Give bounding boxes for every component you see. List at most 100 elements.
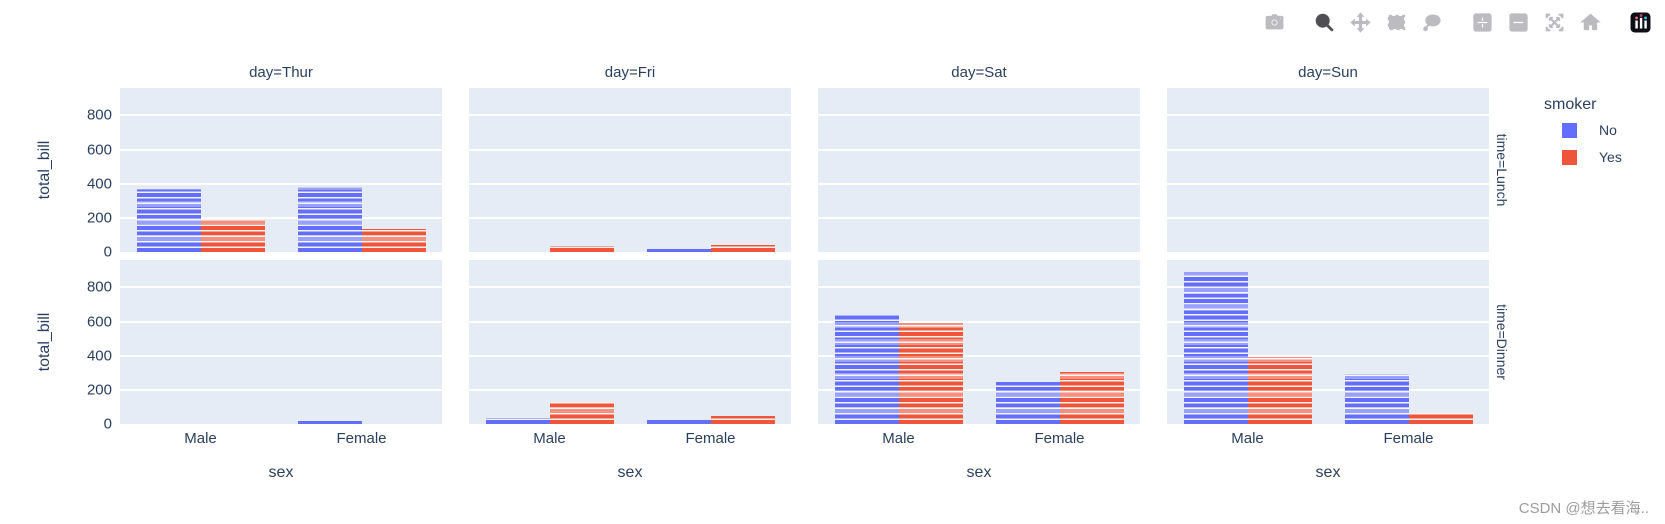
gridline — [469, 148, 791, 151]
bar-dinner-sun-female-no — [1344, 374, 1409, 424]
bar-dinner-fri-male-no — [485, 418, 550, 424]
facet-panel-lunch-sun[interactable] — [1167, 88, 1489, 252]
y-tick-lunch-800: 800 — [86, 106, 112, 124]
y-tick-dinner-400: 400 — [86, 347, 112, 365]
autoscale-icon[interactable] — [1536, 9, 1572, 35]
bar-lunch-fri-female-yes — [710, 245, 775, 252]
facet-panel-lunch-sat[interactable] — [818, 88, 1140, 252]
bar-dinner-sat-female-yes — [1059, 372, 1124, 424]
pan-icon[interactable] — [1342, 9, 1378, 35]
gridline — [818, 286, 1140, 289]
legend-title: smoker — [1544, 96, 1597, 113]
gridline — [469, 114, 791, 117]
x-tick-sun-female: Female — [1383, 430, 1434, 447]
x-tick-thur-female: Female — [336, 430, 387, 447]
gridline — [1167, 286, 1489, 289]
bar-dinner-sat-male-no — [834, 315, 899, 424]
gridline — [818, 148, 1140, 151]
bar-lunch-thur-male-no — [136, 189, 201, 252]
gridline — [469, 320, 791, 323]
y-axis-title-dinner: total_bill — [36, 312, 53, 372]
y-axis-title-lunch: total_bill — [36, 140, 53, 200]
row-annotation-lunch: time=Lunch — [1494, 133, 1510, 207]
facet-title-thur: day=Thur — [249, 64, 313, 81]
zoom-icon[interactable] — [1306, 9, 1342, 35]
facet-title-sat: day=Sat — [951, 64, 1007, 81]
camera-icon[interactable] — [1256, 9, 1292, 35]
bar-dinner-sun-male-no — [1183, 271, 1248, 424]
plotly-logo-icon[interactable] — [1622, 9, 1658, 35]
bar-lunch-thur-female-yes — [361, 229, 426, 252]
x-tick-fri-male: Male — [533, 430, 566, 447]
gridline — [1167, 388, 1489, 391]
facet-panel-dinner-sun[interactable] — [1167, 260, 1489, 424]
facet-panel-dinner-fri[interactable] — [469, 260, 791, 424]
x-tick-sat-female: Female — [1034, 430, 1085, 447]
gridline — [818, 354, 1140, 357]
bar-lunch-fri-female-no — [646, 249, 711, 252]
zoom-in-icon[interactable] — [1464, 9, 1500, 35]
legend-swatch-yes — [1562, 149, 1577, 165]
bar-dinner-sat-female-no — [995, 381, 1060, 424]
gridline — [818, 114, 1140, 117]
legend-label-no: No — [1599, 122, 1617, 138]
modebar — [1242, 9, 1658, 35]
legend-item-yes[interactable]: Yes — [1562, 149, 1622, 165]
zoom-out-icon[interactable] — [1500, 9, 1536, 35]
gridline — [1167, 182, 1489, 185]
box-select-icon[interactable] — [1378, 9, 1414, 35]
lasso-select-icon[interactable] — [1414, 9, 1450, 35]
x-tick-thur-male: Male — [184, 430, 217, 447]
reset-axes-home-icon[interactable] — [1572, 9, 1608, 35]
facet-panel-dinner-sat[interactable] — [818, 260, 1140, 424]
modebar-group-dragmode — [1306, 9, 1450, 35]
y-tick-lunch-400: 400 — [86, 175, 112, 193]
bar-lunch-fri-male-yes — [549, 246, 614, 252]
x-tick-sat-male: Male — [882, 430, 915, 447]
x-tick-fri-female: Female — [685, 430, 736, 447]
y-tick-dinner-0: 0 — [103, 415, 112, 433]
gridline — [120, 388, 442, 391]
gridline — [120, 148, 442, 151]
bar-lunch-thur-female-no — [297, 186, 362, 252]
x-axis-title-sat: sex — [966, 464, 992, 481]
modebar-group-logo — [1622, 9, 1658, 35]
legend-label-yes: Yes — [1599, 149, 1622, 165]
gridline — [120, 216, 442, 219]
facet-title-sun: day=Sun — [1298, 64, 1358, 81]
watermark: CSDN @想去看海.. — [1518, 500, 1649, 517]
facet-panel-dinner-thur[interactable] — [120, 260, 442, 424]
legend-item-no[interactable]: No — [1562, 122, 1622, 138]
modebar-group-zoomlevel — [1464, 9, 1608, 35]
gridline — [1167, 114, 1489, 117]
bar-dinner-sun-female-yes — [1408, 412, 1473, 424]
gridline — [469, 354, 791, 357]
gridline — [469, 286, 791, 289]
gridline — [120, 354, 442, 357]
bar-lunch-thur-male-yes — [200, 219, 265, 252]
gridline — [469, 216, 791, 219]
bar-dinner-thur-female-no — [297, 420, 362, 424]
y-tick-dinner-200: 200 — [86, 381, 112, 399]
gridline — [1167, 148, 1489, 151]
y-tick-lunch-200: 200 — [86, 209, 112, 227]
y-tick-dinner-600: 600 — [86, 313, 112, 330]
bar-dinner-fri-female-no — [646, 420, 711, 424]
facet-panel-lunch-fri[interactable] — [469, 88, 791, 252]
facet-title-fri: day=Fri — [604, 64, 656, 81]
gridline — [818, 388, 1140, 391]
gridline — [818, 320, 1140, 323]
facet-panel-lunch-thur[interactable] — [120, 88, 442, 252]
modebar-group-download — [1256, 9, 1292, 35]
gridline — [120, 182, 442, 185]
x-tick-sun-male: Male — [1231, 430, 1264, 447]
gridline — [818, 216, 1140, 219]
y-tick-lunch-600: 600 — [86, 141, 112, 158]
gridline — [120, 320, 442, 323]
bar-dinner-sun-male-yes — [1247, 357, 1312, 424]
bar-dinner-fri-female-yes — [710, 415, 775, 424]
bar-dinner-sat-male-yes — [898, 323, 963, 424]
gridline — [120, 114, 442, 117]
legend: smoker No Yes — [1544, 96, 1622, 176]
